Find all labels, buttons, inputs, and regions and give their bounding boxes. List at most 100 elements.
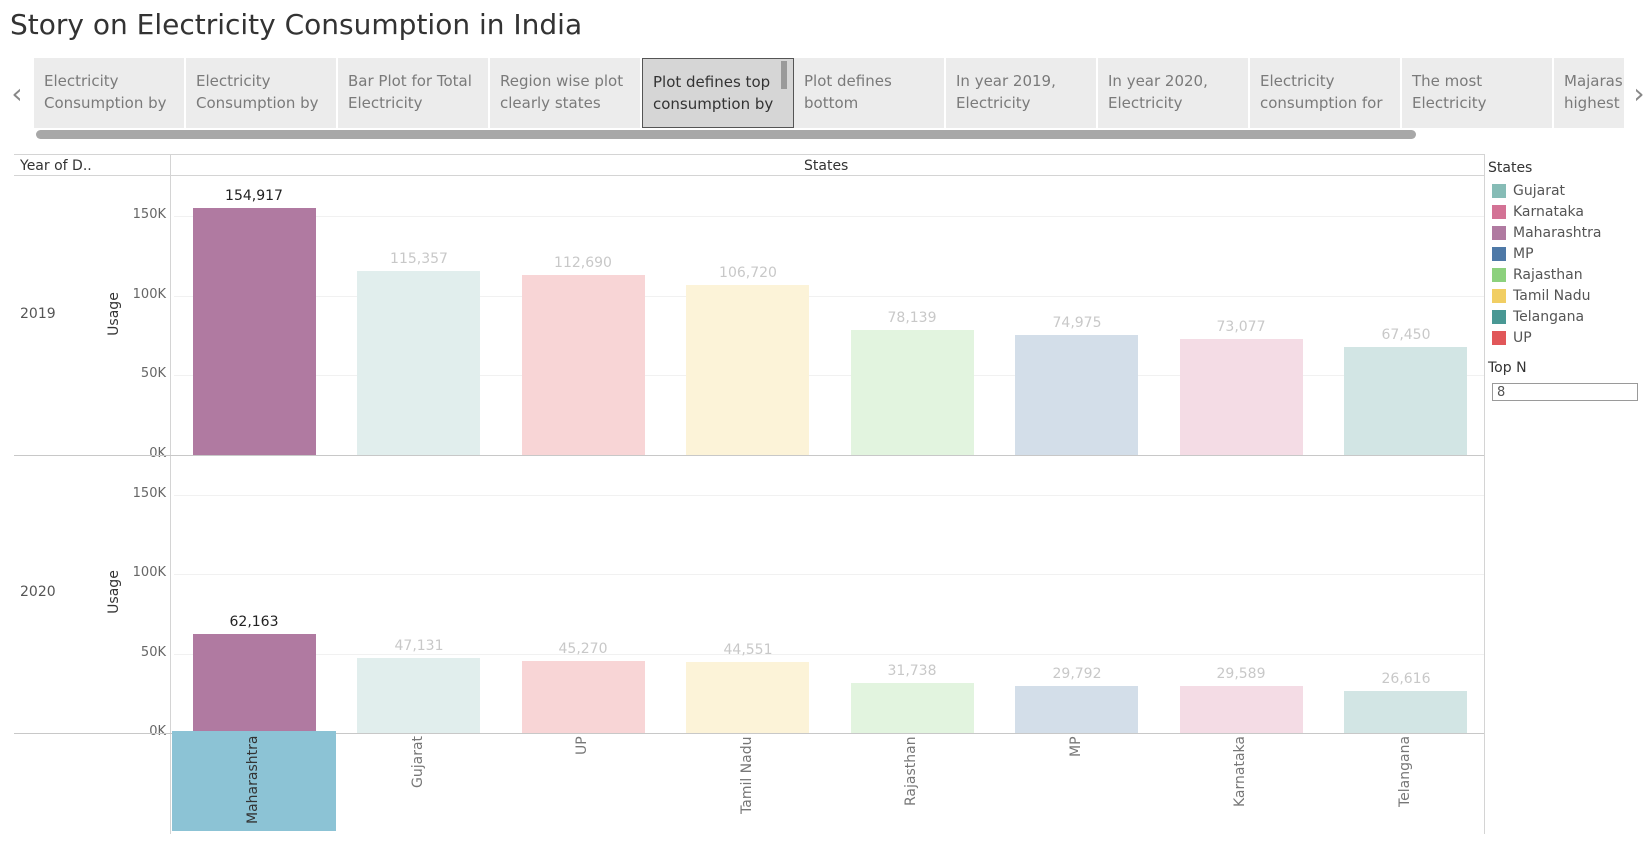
story-tab[interactable]: Plot defines top consumption by xyxy=(642,58,794,128)
legend-label: Rajasthan xyxy=(1513,266,1583,283)
legend-item[interactable]: Tamil Nadu xyxy=(1488,285,1648,306)
bar-gujarat-2019[interactable] xyxy=(357,271,480,455)
y-tick-label: 100K xyxy=(132,287,166,302)
y-tick-label: 0K xyxy=(149,724,166,739)
legend-item[interactable]: Maharashtra xyxy=(1488,222,1648,243)
chart-right-border xyxy=(1484,154,1485,834)
x-category-label[interactable]: Rajasthan xyxy=(903,736,919,806)
selected-category-highlight[interactable] xyxy=(172,731,336,831)
bar-value-label: 74,975 xyxy=(1052,315,1102,331)
bar-mp-2019[interactable] xyxy=(1015,335,1138,455)
bar-karnataka-2019[interactable] xyxy=(1180,339,1303,455)
x-category-label[interactable]: Tamil Nadu xyxy=(739,736,755,815)
x-category-label[interactable]: Maharashtra xyxy=(245,735,261,824)
y-tick-label: 150K xyxy=(132,207,166,222)
bar-karnataka-2020[interactable] xyxy=(1180,686,1303,733)
legend-label: Karnataka xyxy=(1513,203,1584,220)
bar-value-label: 29,792 xyxy=(1052,666,1102,682)
legend-title: States xyxy=(1488,160,1533,176)
chart-top-border xyxy=(14,154,1484,155)
story-tab[interactable]: The most Electricity xyxy=(1402,58,1554,128)
legend-item[interactable]: Gujarat xyxy=(1488,180,1648,201)
bar-telangana-2019[interactable] xyxy=(1344,347,1467,455)
x-category-label[interactable]: Telangana xyxy=(1397,735,1413,807)
story-tab[interactable]: Plot defines bottom xyxy=(794,58,946,128)
story-tab[interactable]: Region wise plot clearly states xyxy=(490,58,642,128)
story-tab[interactable]: Electricity Consumption by xyxy=(34,58,186,128)
legend-item[interactable]: Telangana xyxy=(1488,306,1648,327)
top-n-input[interactable] xyxy=(1492,383,1638,401)
tabs-scrollbar[interactable] xyxy=(36,130,1416,139)
x-category-label[interactable]: UP xyxy=(574,736,590,755)
bar-gujarat-2020[interactable] xyxy=(357,658,480,733)
gridline xyxy=(174,654,1484,655)
chevron-right-icon: › xyxy=(1633,77,1645,110)
legend-label: MP xyxy=(1513,245,1534,262)
story-tab[interactable]: Bar Plot for Total Electricity xyxy=(338,58,490,128)
legend-item[interactable]: Karnataka xyxy=(1488,201,1648,222)
story-tab-label: In year 2020, Electricity xyxy=(1108,72,1208,112)
legend-swatch xyxy=(1492,309,1506,324)
gridline xyxy=(174,495,1484,496)
story-tab-label: Majarashtra has highest xyxy=(1564,72,1624,112)
legend-swatch xyxy=(1492,225,1506,240)
legend-swatch xyxy=(1492,330,1506,345)
bar-value-label: 112,690 xyxy=(554,255,612,271)
story-tab[interactable]: Electricity Consumption by xyxy=(186,58,338,128)
gridline xyxy=(174,375,1484,376)
states-legend: States Gujarat Karnataka Maharashtra MP Raja… xyxy=(1488,160,1648,348)
bar-tamil-nadu-2019[interactable] xyxy=(686,285,809,455)
bar-value-label: 67,450 xyxy=(1381,327,1431,343)
x-category-label[interactable]: Karnataka xyxy=(1232,736,1248,807)
bar-value-label: 62,163 xyxy=(229,614,279,630)
bar-up-2019[interactable] xyxy=(522,275,645,455)
x-category-label[interactable]: MP xyxy=(1068,736,1084,757)
story-tab[interactable]: Electricity consumption for xyxy=(1250,58,1402,128)
story-tab-label: Electricity Consumption by xyxy=(44,72,167,112)
y-tick-label: 100K xyxy=(132,565,166,580)
year-row-label: 2019 xyxy=(20,305,56,322)
year-row-label: 2020 xyxy=(20,584,56,600)
legend-item[interactable]: MP xyxy=(1488,243,1648,264)
legend-item[interactable]: UP xyxy=(1488,327,1648,348)
bar-rajasthan-2019[interactable] xyxy=(851,330,974,455)
bar-tamil-nadu-2020[interactable] xyxy=(686,662,809,733)
panel-baseline xyxy=(14,733,1484,734)
gridline xyxy=(174,216,1484,217)
bar-maharashtra-2019[interactable] xyxy=(193,208,316,455)
legend-swatch xyxy=(1492,246,1506,261)
story-tab[interactable]: Majarashtra has highest xyxy=(1554,58,1624,128)
header-divider xyxy=(14,175,1484,176)
chevron-left-icon: ‹ xyxy=(11,77,23,110)
bar-value-label: 45,270 xyxy=(558,641,608,657)
y-tick-label: 0K xyxy=(149,446,166,461)
tab-grip-handle[interactable] xyxy=(781,61,787,89)
previous-story-point-button[interactable]: ‹ xyxy=(6,70,28,118)
bar-up-2020[interactable] xyxy=(522,661,645,733)
bar-maharashtra-2020[interactable] xyxy=(193,634,316,733)
story-tab[interactable]: In year 2019, Electricity xyxy=(946,58,1098,128)
pane-divider xyxy=(170,154,171,834)
story-tab[interactable]: In year 2020, Electricity xyxy=(1098,58,1250,128)
gridline xyxy=(174,296,1484,297)
bar-value-label: 73,077 xyxy=(1216,319,1266,335)
bar-value-label: 154,917 xyxy=(225,188,283,204)
legend-item[interactable]: Rajasthan xyxy=(1488,264,1648,285)
story-tab-label: Plot defines top consumption by xyxy=(653,73,774,113)
story-tab-label: Plot defines bottom xyxy=(804,72,892,112)
panel-baseline xyxy=(14,455,1484,456)
bar-value-label: 47,131 xyxy=(394,638,444,654)
top-n-label: Top N xyxy=(1488,360,1527,376)
bar-value-label: 78,139 xyxy=(887,310,937,326)
bar-value-label: 29,589 xyxy=(1216,666,1266,682)
bar-mp-2020[interactable] xyxy=(1015,686,1138,733)
bar-value-label: 106,720 xyxy=(719,265,777,281)
story-point-tabs: Electricity Consumption by Electricity Co… xyxy=(34,58,1624,128)
next-story-point-button[interactable]: › xyxy=(1628,70,1650,118)
y-tick-label: 50K xyxy=(140,366,166,381)
bar-rajasthan-2020[interactable] xyxy=(851,683,974,733)
legend-label: UP xyxy=(1513,329,1532,346)
bar-telangana-2020[interactable] xyxy=(1344,691,1467,733)
x-category-label[interactable]: Gujarat xyxy=(410,735,426,788)
bar-value-label: 44,551 xyxy=(723,642,773,658)
